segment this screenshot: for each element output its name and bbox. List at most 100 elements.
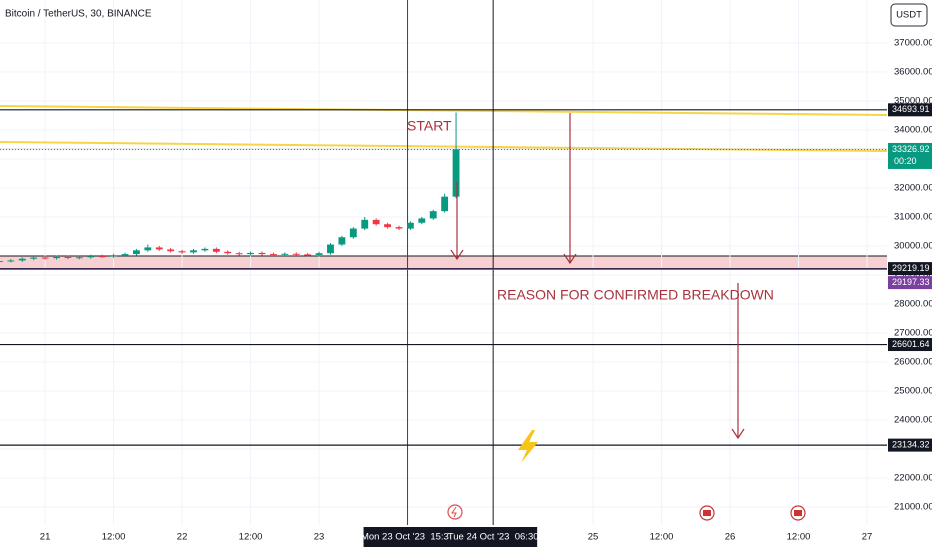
candle-body [110,255,118,257]
currency-button[interactable] [890,3,928,27]
candle-body [292,253,300,255]
y-tick-label: 34000.00 [894,124,932,135]
event-icon[interactable] [447,504,463,520]
arrows [450,113,745,440]
candle-body [224,251,232,254]
level-label: 29219.19 [892,263,930,273]
x-tick-label: 12:00 [102,532,126,543]
y-tick-label: 35000.00 [894,95,932,106]
candle-body [41,257,49,259]
level-label-box [888,338,932,352]
countdown: 00:20 [894,156,917,166]
x-tick-label: 12:00 [650,532,674,543]
candle-body [201,248,209,251]
trend-line [0,105,888,116]
level-label-box [888,438,932,452]
candle-body [406,222,414,229]
y-tick-label: 24000.00 [894,415,932,426]
x-tick-label: 27 [862,532,873,543]
x-tick-label: 26 [725,532,736,543]
x-tick-label: 25 [588,532,599,543]
lightning-icon[interactable] [518,430,538,463]
candle-body [247,252,254,255]
annotation: START [407,118,452,134]
x-tick-label: 12:00 [787,532,811,543]
arrow-head [563,253,577,265]
candle-body [452,149,460,197]
grid-group [0,0,887,525]
candle-body [315,253,323,255]
y-tick-label: 26000.00 [894,357,932,368]
candle-body [327,244,334,254]
candle-body [235,253,243,255]
levels-group [0,0,887,525]
trend-line [0,141,888,152]
y-tick-label: 31000.00 [894,211,932,222]
level-label: 26601.64 [892,339,930,349]
candle-body [429,211,437,219]
candle-body [281,253,289,255]
y-tick-label: 22000.00 [894,473,932,484]
axes-group: 21000.0022000.0023000.0024000.0025000.00… [40,37,932,547]
candle-body [30,257,38,259]
marker-label-box [449,527,538,547]
candle-body [190,250,197,253]
candle-body [7,260,15,262]
candle-body [395,227,403,229]
level-label-box [888,103,932,117]
candle-body [178,251,186,253]
candle-body [121,254,129,256]
level-label: 23134.32 [892,439,930,449]
candle-body [64,256,72,258]
candle-body [338,237,346,245]
level-label: 34693.91 [892,104,930,114]
zone [0,255,887,269]
candle-body [441,196,449,212]
level-label-box [888,262,932,276]
marker-label: Mon 23 Oct '23 15:30 [361,532,454,543]
candle-body [132,250,140,255]
annotation: REASON FOR CONFIRMED BREAKDOWN [497,287,774,303]
x-tick-label: 23 [314,532,325,543]
candle-body [384,224,391,228]
x-tick-label: 22 [177,532,188,543]
candle-body [361,219,369,229]
event-icon-glyph [794,510,802,516]
candle-body [212,248,220,252]
currency-label: USDT [896,10,922,21]
level-label: 33326.92 [892,144,930,154]
event-icon-glyph [703,510,711,516]
zone-group [0,255,887,269]
x-tick-label: 21 [40,532,51,543]
candle-body [372,219,380,225]
y-tick-label: 25000.00 [894,386,932,397]
candle-body [144,247,152,251]
arrow-head [450,249,464,261]
y-tick-label: 27000.00 [894,327,932,338]
candle-body [75,257,83,259]
candle-body [53,256,60,259]
level-label-box [888,276,932,290]
y-tick-label: 28000.00 [894,298,932,309]
candle-body [418,218,426,223]
candle-body [0,261,3,263]
marker-label-box [363,527,452,547]
x-tick-label: 12:00 [239,532,263,543]
y-tick-label: 21000.00 [894,502,932,513]
level-label: 29197.33 [892,277,930,287]
candle-body [304,254,312,256]
candle-body [349,228,357,238]
chart-title: Bitcoin / TetherUS, 30, BINANCE [5,9,152,20]
y-tick-label: 36000.00 [894,66,932,77]
candle-body [98,256,106,258]
candle-body [269,254,277,256]
arrow-head [731,428,745,440]
candle-body [87,256,95,258]
candle-body [258,252,266,255]
marker-label: Tue 24 Oct '23 06:30 [448,532,539,543]
candles-group [0,112,460,263]
event-icon-glyph [451,506,457,518]
candle-body [155,247,163,250]
y-tick-label: 30000.00 [894,240,932,251]
